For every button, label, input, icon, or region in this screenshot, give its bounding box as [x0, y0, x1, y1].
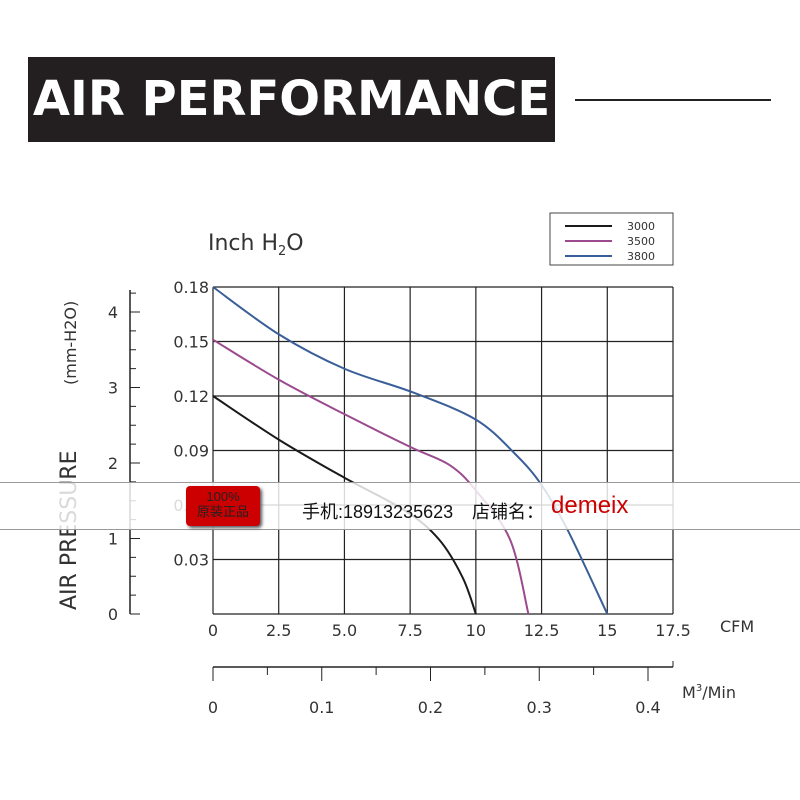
y2-tick-label: 2 — [108, 454, 118, 473]
section-title: AIR PERFORMANCE — [28, 57, 555, 142]
x-tick-label: 5.0 — [332, 621, 357, 640]
y-tick-label: 0.12 — [173, 387, 209, 406]
legend-label-3500: 3500 — [627, 235, 655, 248]
x-tick-label: 15 — [597, 621, 617, 640]
legend-label-3000: 3000 — [627, 220, 655, 233]
y2-tick-label: 4 — [108, 303, 118, 322]
legend: 3000 3500 3800 — [549, 212, 674, 266]
y2-tick-label: 1 — [108, 530, 118, 549]
x2-tick-label: 0 — [208, 698, 218, 717]
badge-line2: 原装正品 — [196, 504, 249, 519]
x-tick-label: 0 — [208, 621, 218, 640]
shop-label: 店铺名： — [472, 502, 544, 522]
y2-tick-label: 0 — [108, 605, 118, 624]
shop-name: demeix — [551, 492, 629, 519]
x-tick-label: 7.5 — [397, 621, 422, 640]
x-tick-label: 12.5 — [524, 621, 560, 640]
y-tick-label: 0.15 — [173, 333, 209, 352]
y-tick-label: 0.03 — [173, 551, 209, 570]
x2-tick-label: 0.1 — [309, 698, 334, 717]
x-axis-label: CFM — [720, 617, 754, 636]
y-axis-unit: (mm-H2O) — [61, 301, 80, 385]
y2-tick-label: 3 — [108, 379, 118, 398]
axes: 02.55.07.51012.51517.50.030.060.090.120.… — [108, 278, 691, 717]
y-axis-label: AIR PRESSURE — [57, 451, 82, 611]
x-tick-label: 10 — [466, 621, 486, 640]
unit-label: Inch H2O — [208, 231, 304, 259]
y-tick-label: 0.18 — [173, 278, 209, 297]
x2-axis-label: M3/Min — [682, 683, 736, 702]
x-tick-label: 2.5 — [266, 621, 291, 640]
x2-tick-label: 0.4 — [635, 698, 660, 717]
x2-tick-label: 0.2 — [418, 698, 443, 717]
title-divider — [575, 99, 771, 101]
badge-line1: 100% — [206, 489, 240, 504]
watermark-banner — [0, 482, 800, 530]
x-tick-label: 17.5 — [655, 621, 691, 640]
y-tick-label: 0.09 — [173, 442, 209, 461]
phone-text: 手机:18913235623 — [302, 502, 454, 522]
legend-label-3800: 3800 — [627, 250, 655, 263]
authentic-badge: 100% 原装正品 — [186, 486, 260, 526]
x2-tick-label: 0.3 — [527, 698, 552, 717]
series-line-3500 — [212, 338, 530, 615]
